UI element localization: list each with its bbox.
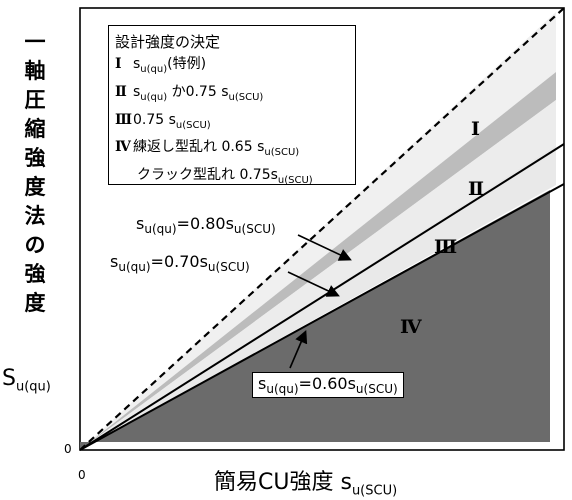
y-axis-title-char: 圧 xyxy=(24,88,46,112)
zone-2-label: Ⅱ xyxy=(468,178,485,200)
label-ratio-060: su(qu)=0.60su(SCU) xyxy=(252,372,404,399)
arrow-070 xyxy=(287,271,340,297)
legend-row-5: クラック型乱れ 0.75su(SCU) xyxy=(137,167,313,186)
zone-1-label: Ⅰ xyxy=(471,118,480,140)
zone-2-3-area xyxy=(80,100,556,450)
y-axis-title-char: 強 xyxy=(24,146,46,170)
ratio-075-line xyxy=(79,143,565,451)
y-axis-title-char: 法 xyxy=(24,204,46,228)
y-axis-title-char: 一 xyxy=(24,30,46,54)
y-axis-title-char: 度 xyxy=(24,175,46,199)
zone-4-label: Ⅳ xyxy=(400,316,422,338)
x-axis-title: 簡易CU強度 su(SCU) xyxy=(214,470,398,499)
y-axis-title-char: の xyxy=(24,233,46,257)
y-axis-title-char: 縮 xyxy=(24,117,46,141)
origin-y-label: 0 xyxy=(64,442,72,456)
arrow-080 xyxy=(297,234,352,261)
y-axis-title-char: 度 xyxy=(24,291,46,315)
zone-2-area xyxy=(80,72,556,450)
origin-x-label: 0 xyxy=(78,468,86,482)
zone-3-label: Ⅲ xyxy=(434,236,458,258)
legend-row-3: Ⅲ0.75 su(SCU) xyxy=(115,111,211,131)
label-ratio-080: su(qu)=0.80su(SCU) xyxy=(136,214,276,237)
legend-title: 設計強度の決定 xyxy=(115,33,221,51)
arrow-060 xyxy=(289,330,308,369)
y-axis-title-char: 強 xyxy=(24,262,46,286)
one-to-one-dashed-line xyxy=(79,7,565,451)
y-axis-title: 一軸圧縮強度法の強度 xyxy=(22,28,48,318)
y-axis-title-char: 軸 xyxy=(24,59,46,83)
legend-row-4: Ⅳ 練返し型乱れ 0.65 su(SCU) xyxy=(115,139,300,159)
label-ratio-070: su(qu)=0.70su(SCU) xyxy=(110,252,250,275)
y-axis-symbol: Su(qu) xyxy=(2,366,51,395)
ratio-065-line xyxy=(79,183,565,451)
